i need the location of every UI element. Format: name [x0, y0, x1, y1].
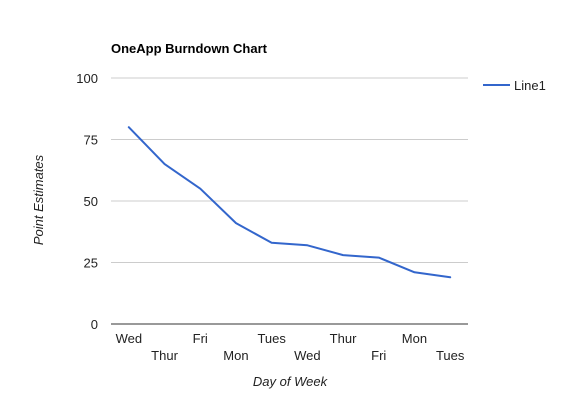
- series-lines: [127, 126, 452, 279]
- x-tick-label: Wed: [294, 348, 321, 363]
- x-tick-labels: Wed Thur Fri Mon Tues Wed Thur Fri Mon Tues: [116, 331, 465, 363]
- x-tick-label: Thur: [330, 331, 357, 346]
- chart-title: OneApp Burndown Chart: [111, 41, 268, 56]
- x-tick-label: Fri: [371, 348, 386, 363]
- legend: Line1: [483, 78, 546, 93]
- y-tick-label: 50: [84, 194, 98, 209]
- x-tick-label: Tues: [436, 348, 465, 363]
- y-axis-title: Point Estimates: [31, 154, 46, 245]
- y-tick-labels: 0 25 50 75 100: [76, 71, 98, 332]
- series-line: [127, 126, 452, 279]
- x-tick-label: Mon: [402, 331, 427, 346]
- x-tick-label: Wed: [116, 331, 143, 346]
- gridlines: [111, 77, 468, 325]
- y-tick-label: 100: [76, 71, 98, 86]
- x-tick-label: Fri: [193, 331, 208, 346]
- y-tick-label: 0: [91, 317, 98, 332]
- legend-label: Line1: [514, 78, 546, 93]
- y-tick-label: 25: [84, 256, 98, 271]
- y-tick-label: 75: [84, 133, 98, 148]
- x-tick-label: Mon: [223, 348, 248, 363]
- x-tick-label: Thur: [151, 348, 178, 363]
- x-tick-label: Tues: [257, 331, 286, 346]
- x-axis-title: Day of Week: [253, 374, 329, 389]
